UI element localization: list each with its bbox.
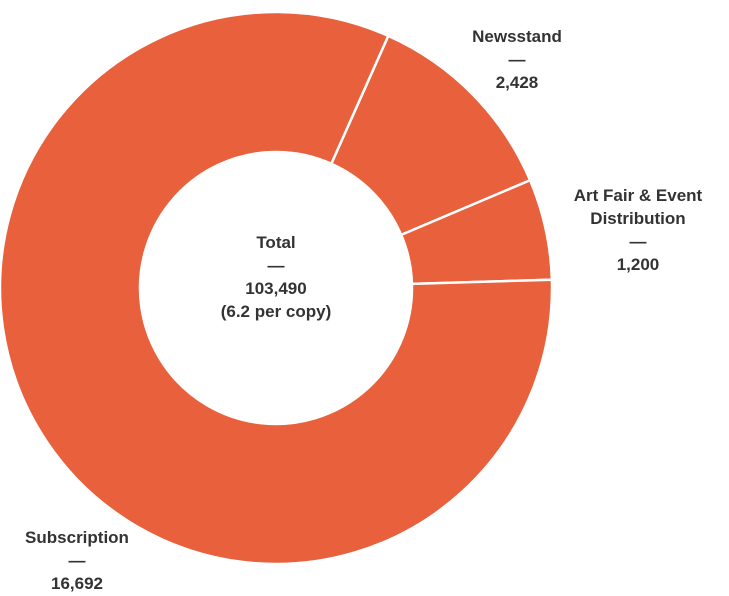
label-name: Subscription (25, 528, 129, 547)
label-artfair: Art Fair & Event Distribution — 1,200 (558, 184, 718, 276)
center-note: (6.2 per copy) (220, 302, 332, 321)
label-newsstand: Newsstand — 2,428 (432, 25, 602, 94)
center-value: 103,490 (245, 279, 307, 298)
label-name: Newsstand (472, 27, 562, 46)
label-value: 2,428 (495, 73, 539, 92)
label-name: Art Fair & Event Distribution (573, 186, 703, 228)
label-dash: — (508, 50, 526, 69)
label-dash: — (629, 232, 647, 251)
label-value: 1,200 (616, 255, 660, 274)
center-dash: — (267, 256, 285, 275)
center-label: Total — 103,490 (6.2 per copy) (191, 231, 361, 323)
center-title: Total (256, 233, 296, 252)
slice (0, 10, 554, 566)
label-dash: — (68, 551, 86, 570)
label-subscription: Subscription — 16,692 (0, 526, 162, 595)
label-value: 16,692 (51, 574, 103, 593)
